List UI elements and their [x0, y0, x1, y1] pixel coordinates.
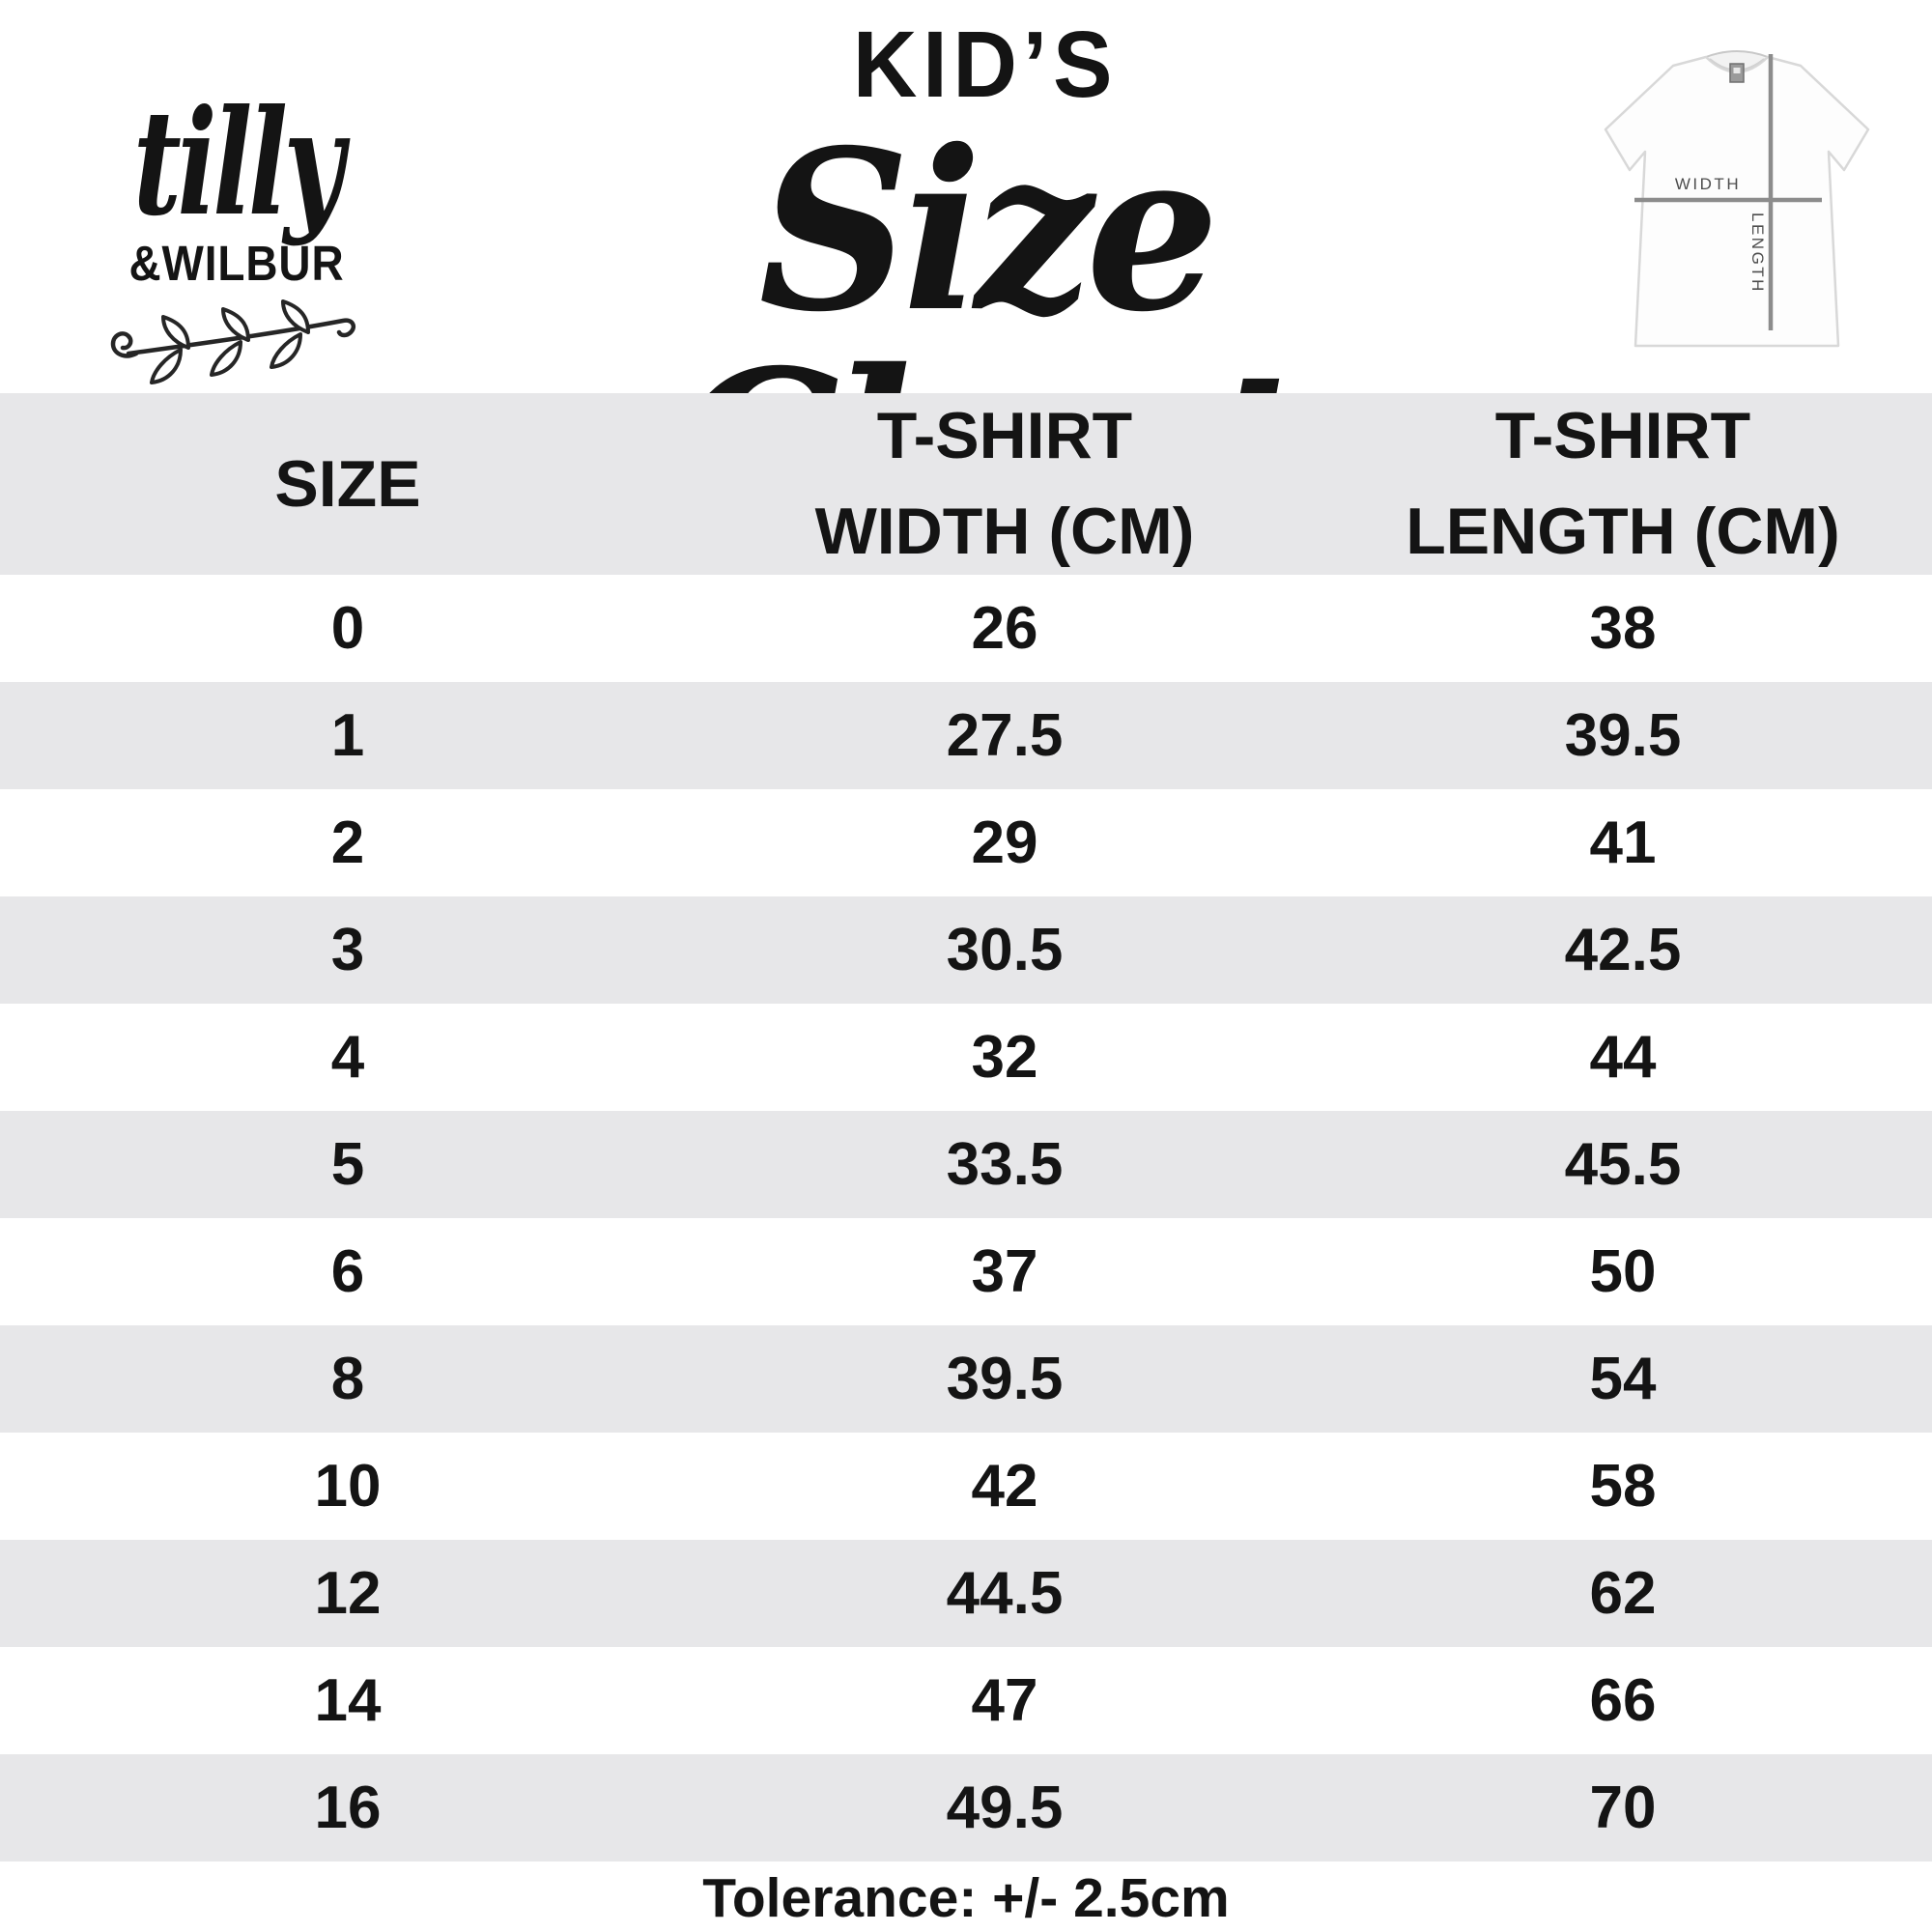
length-measure-label: LENGTH: [1748, 213, 1767, 294]
length-cell: 44: [1589, 1024, 1657, 1091]
table-header-row: SIZE T-SHIRT WIDTH (CM) T-SHIRT LENGTH (…: [0, 393, 1932, 575]
width-cell: 37: [971, 1238, 1038, 1305]
brand-name-script: tilly: [132, 78, 344, 248]
length-cell: 50: [1589, 1238, 1657, 1305]
size-cell: 12: [314, 1560, 382, 1627]
table-row: 8 39.5 54: [0, 1325, 1932, 1433]
laurel-branch-icon: [110, 298, 355, 384]
table-row: 12 44.5 62: [0, 1540, 1932, 1647]
table-row: 16 49.5 70: [0, 1754, 1932, 1861]
table-row: 6 37 50: [0, 1218, 1932, 1325]
table-row: 10 42 58: [0, 1433, 1932, 1540]
tshirt-measurement-diagram: WIDTH LENGTH: [1604, 50, 1870, 348]
length-cell: 66: [1589, 1667, 1657, 1734]
length-cell: 45.5: [1564, 1131, 1682, 1198]
column-header-length: T-SHIRT LENGTH (CM): [1406, 399, 1840, 568]
length-cell: 42.5: [1564, 917, 1682, 983]
size-cell: 8: [330, 1346, 365, 1412]
size-cell: 14: [314, 1667, 382, 1734]
table-row: 4 32 44: [0, 1004, 1932, 1111]
brand-name-caps: &WILBUR: [128, 235, 345, 291]
column-header-size: SIZE: [274, 446, 421, 521]
table-row: 1 27.5 39.5: [0, 682, 1932, 789]
table-row: 0 26 38: [0, 575, 1932, 682]
size-cell: 0: [330, 595, 365, 662]
width-cell: 30.5: [946, 917, 1064, 983]
table-row: 3 30.5 42.5: [0, 896, 1932, 1004]
size-cell: 3: [330, 917, 365, 983]
table-row: 2 29 41: [0, 789, 1932, 896]
width-cell: 44.5: [946, 1560, 1064, 1627]
column-header-width: T-SHIRT WIDTH (CM): [814, 399, 1195, 568]
size-cell: 2: [330, 810, 365, 876]
width-cell: 47: [971, 1667, 1038, 1734]
width-cell: 26: [971, 595, 1038, 662]
size-cell: 6: [330, 1238, 365, 1305]
size-cell: 1: [330, 702, 365, 769]
length-cell: 54: [1589, 1346, 1657, 1412]
width-cell: 33.5: [946, 1131, 1064, 1198]
width-cell: 42: [971, 1453, 1038, 1520]
tolerance-note: Tolerance: +/- 2.5cm: [702, 1867, 1230, 1929]
table-row: 5 33.5 45.5: [0, 1111, 1932, 1218]
size-cell: 16: [314, 1775, 382, 1841]
length-cell: 39.5: [1564, 702, 1682, 769]
length-cell: 38: [1589, 595, 1657, 662]
width-cell: 29: [971, 810, 1038, 876]
size-cell: 10: [314, 1453, 382, 1520]
brand-logo: tilly &WILBUR: [72, 78, 401, 388]
table-body: 0 26 38 1 27.5 39.5 2 29 41 3 30.5 42.5 …: [0, 575, 1932, 1861]
size-table: SIZE T-SHIRT WIDTH (CM) T-SHIRT LENGTH (…: [0, 393, 1932, 1861]
length-cell: 58: [1589, 1453, 1657, 1520]
size-cell: 5: [330, 1131, 365, 1198]
size-cell: 4: [330, 1024, 365, 1091]
width-cell: 27.5: [946, 702, 1064, 769]
width-cell: 39.5: [946, 1346, 1064, 1412]
heading-kicker: KID’S: [852, 12, 1119, 117]
width-cell: 32: [971, 1024, 1038, 1091]
length-cell: 41: [1589, 810, 1657, 876]
width-measure-label: WIDTH: [1675, 175, 1741, 193]
width-cell: 49.5: [946, 1775, 1064, 1841]
length-cell: 70: [1589, 1775, 1657, 1841]
length-cell: 62: [1589, 1560, 1657, 1627]
table-row: 14 47 66: [0, 1647, 1932, 1754]
